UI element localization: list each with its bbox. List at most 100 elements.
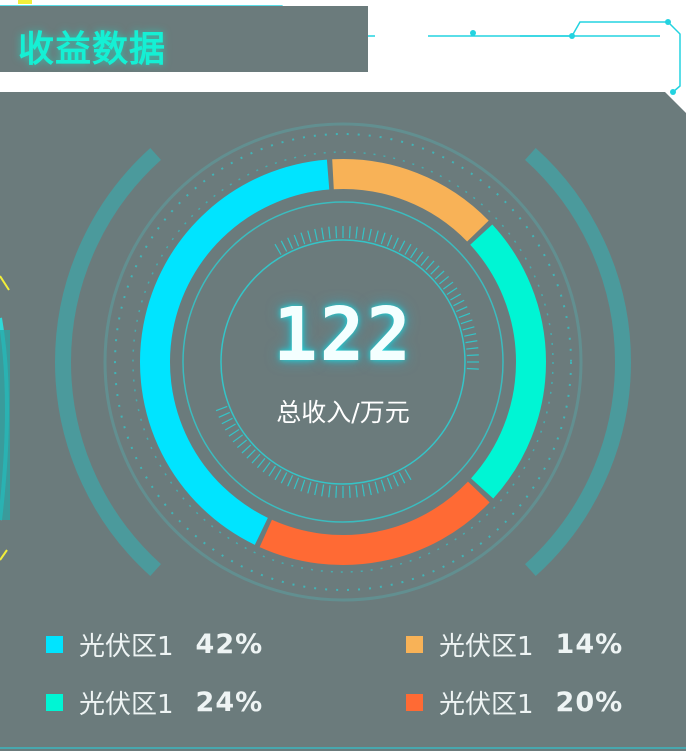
tick-mark: [262, 461, 271, 473]
donut-slice: [140, 159, 330, 545]
tick-mark: [361, 484, 365, 497]
left-edge-deco: [0, 275, 10, 561]
tick-mark: [251, 453, 261, 464]
side-arc-right: [524, 147, 631, 577]
tick-mark: [268, 465, 276, 477]
tick-mark: [465, 340, 478, 344]
donut-arcs: [140, 159, 546, 565]
tick-mark: [280, 472, 288, 484]
tick-mark: [328, 485, 331, 498]
tick-mark: [438, 275, 450, 285]
tick-mark: [280, 240, 288, 252]
legend-percent: 42%: [195, 628, 264, 660]
legend-percent: 24%: [195, 686, 264, 718]
tick-mark: [218, 411, 230, 418]
tick-mark: [453, 299, 465, 307]
tick-mark: [307, 230, 312, 243]
tick-mark: [464, 333, 477, 337]
tick-mark: [404, 469, 412, 481]
donut-slice: [259, 481, 490, 565]
legend: 光伏区1 42% 光伏区1 14% 光伏区1 24% 光伏区1 20%: [46, 620, 646, 730]
legend-swatch-icon: [406, 693, 423, 711]
tick-mark: [355, 485, 358, 498]
tick-mark: [456, 306, 468, 313]
tick-mark: [246, 449, 256, 459]
tick-mark: [293, 234, 300, 247]
tick-mark: [361, 227, 365, 240]
total-income-label: 总收入/万元: [276, 398, 410, 427]
tick-mark: [287, 237, 294, 249]
legend-item: 光伏区1 14%: [406, 626, 623, 662]
inner-ring: [182, 201, 504, 523]
legend-item: 光伏区1 42%: [46, 626, 263, 662]
tick-mark: [287, 475, 294, 487]
tick-mark: [335, 485, 338, 498]
legend-percent: 20%: [555, 686, 624, 718]
tick-mark: [274, 243, 282, 255]
tick-mark: [256, 457, 266, 469]
legend-label: 光伏区1: [439, 689, 534, 720]
tick-mark: [450, 293, 462, 301]
tick-mark: [415, 251, 424, 263]
tick-mark: [221, 417, 233, 425]
legend-swatch-icon: [46, 635, 63, 653]
tick-mark: [321, 484, 325, 497]
tick-mark: [410, 247, 418, 259]
tick-mark: [425, 260, 435, 271]
legend-swatch-icon: [406, 635, 423, 653]
tick-mark: [466, 347, 479, 350]
tick-mark: [368, 483, 372, 496]
tick-mark: [307, 481, 312, 494]
tick-mark: [380, 232, 386, 245]
legend-label: 光伏区1: [79, 689, 174, 720]
tick-mark: [458, 312, 471, 319]
tick-mark: [293, 477, 300, 490]
tick-mark: [392, 237, 399, 249]
tick-mark: [224, 423, 236, 431]
tick-mark: [398, 240, 406, 252]
tick-mark: [380, 479, 386, 492]
tick-mark: [321, 227, 325, 240]
tick-mark: [392, 475, 399, 487]
legend-percent: 14%: [555, 628, 624, 660]
tick-mark: [430, 265, 440, 275]
legend-item: 光伏区1 24%: [46, 684, 263, 720]
tick-mark: [314, 483, 318, 496]
tick-mark: [228, 429, 240, 437]
tick-mark: [215, 405, 228, 412]
tick-mark: [466, 367, 479, 370]
tick-mark: [374, 481, 379, 494]
tick-mark: [232, 434, 244, 443]
tick-mark: [236, 439, 248, 449]
tick-mark: [300, 232, 306, 245]
legend-label: 光伏区1: [439, 631, 534, 662]
dotted-ring-inner: [132, 151, 554, 573]
tick-mark: [434, 270, 445, 280]
donut-slice: [470, 224, 546, 499]
tick-mark: [386, 234, 393, 247]
tick-mark: [460, 319, 473, 325]
tick-mark: [348, 485, 351, 498]
tick-mark: [446, 287, 458, 295]
tick-mark: [300, 479, 306, 492]
legend-label: 光伏区1: [79, 631, 174, 662]
title-bar: 收益数据: [0, 6, 368, 72]
tick-mark: [442, 281, 454, 290]
tick-mark: [462, 326, 475, 331]
donut-slice: [332, 159, 489, 242]
tick-mark: [386, 477, 393, 490]
outer-ring: [103, 122, 583, 602]
tick-mark: [466, 354, 479, 357]
donut-decoration: [55, 122, 631, 602]
tick-mark: [368, 228, 372, 241]
tick-mark: [404, 243, 412, 255]
legend-item: 光伏区1 20%: [406, 684, 623, 720]
tick-mark: [274, 469, 282, 481]
tick-mark: [420, 255, 430, 267]
panel-title: 收益数据: [18, 29, 167, 70]
tick-mark: [241, 444, 252, 454]
tick-mark: [398, 472, 406, 484]
tick-mark: [314, 228, 318, 241]
tick-mark: [348, 226, 351, 239]
